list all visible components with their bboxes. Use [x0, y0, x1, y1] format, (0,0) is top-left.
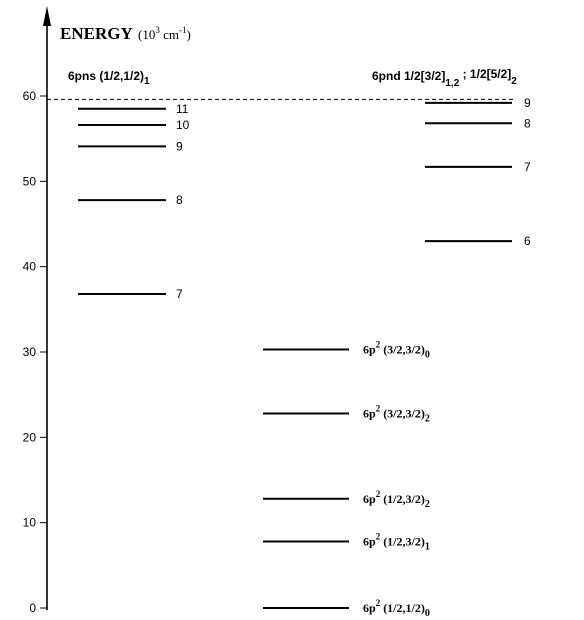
axis-tick-label: 60	[23, 89, 37, 103]
level-label-6p2: 6p2 (1/2,1/2)0	[363, 598, 430, 619]
axis-tick-label: 20	[23, 430, 37, 444]
axis-unit: (103 cm-1)	[138, 25, 191, 42]
axis-tick-label: 0	[29, 601, 36, 615]
level-label-6pns: 11	[176, 102, 189, 116]
axis-tick-label: 10	[23, 516, 37, 530]
level-label-6pns: 9	[176, 139, 183, 153]
axis-title-main: ENERGY	[60, 24, 133, 43]
series-6pnd-header: 6pnd 1/2[3/2]1,2 ; 1/2[5/2]2	[372, 67, 517, 89]
axis-tick-label: 30	[23, 345, 37, 359]
level-label-6pnd: 8	[524, 116, 531, 130]
series-6pns-levels: 7 8 9 10 11	[78, 102, 190, 301]
level-label-6p2: 6p2 (1/2,3/2)2	[363, 489, 430, 510]
level-label-6pnd: 6	[524, 234, 531, 248]
axis-arrowhead	[43, 6, 51, 26]
axis-tick-label: 40	[23, 260, 37, 274]
level-label-6pnd: 7	[524, 160, 531, 174]
level-label-6p2: 6p2 (3/2,3/2)0	[363, 339, 430, 360]
ground-config-levels: 6p2 (1/2,1/2)0 6p2 (1/2,3/2)1 6p2 (1/2,3/2…	[263, 339, 430, 619]
level-label-6p2: 6p2 (3/2,3/2)2	[363, 403, 430, 424]
level-label-6p2: 6p2 (1/2,3/2)1	[363, 531, 430, 552]
series-6pns-header: 6pns (1/2,1/2)1	[68, 69, 150, 87]
series-6pnd-levels: 6 7 8 9	[425, 96, 531, 248]
level-label-6pns: 7	[176, 287, 183, 301]
axis-title: ENERGY	[60, 24, 133, 43]
level-label-6pnd: 9	[524, 96, 531, 110]
axis-ticks: 0 10 20 30 40 50 60	[23, 89, 47, 615]
level-label-6pns: 10	[176, 118, 190, 132]
level-label-6pns: 8	[176, 193, 183, 207]
axis-tick-label: 50	[23, 174, 37, 188]
